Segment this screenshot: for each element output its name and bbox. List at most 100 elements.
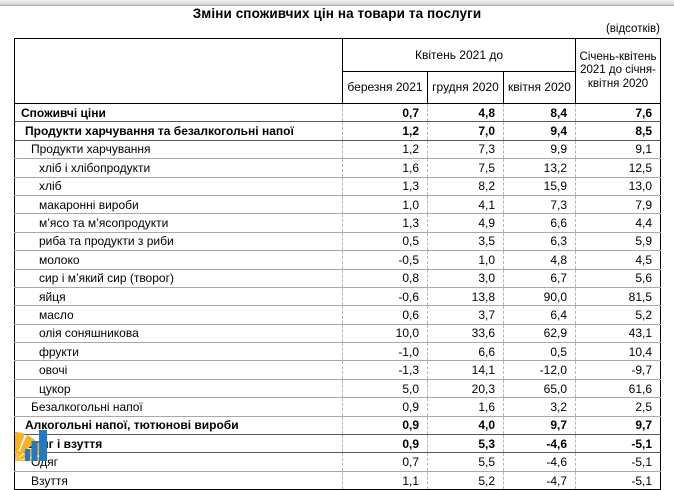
- row-value: 0,5: [342, 232, 428, 252]
- table-row: олія соняшникова 10,0 33,6 62,9 43,1: [14, 324, 661, 344]
- row-label: Одяг: [14, 452, 343, 472]
- row-value: -4,7: [503, 471, 577, 490]
- row-value: 5,6: [575, 269, 661, 288]
- row-value: 4,9: [427, 213, 504, 233]
- row-value: 4,8: [427, 102, 504, 123]
- row-value: 0,7: [342, 452, 428, 472]
- table-row: овочі -1,3 14,1 -12,0 -9,7: [14, 360, 661, 380]
- row-value: 6,7: [503, 269, 577, 288]
- row-value: 14,1: [427, 360, 504, 380]
- header-group-april-2021: Квітень 2021 до: [341, 38, 577, 72]
- row-label: хліб: [14, 177, 343, 196]
- row-label: Продукти харчування та безалкогольні нап…: [14, 121, 343, 141]
- row-value: 20,3: [427, 379, 504, 399]
- units-note: (відсотків): [605, 23, 660, 35]
- row-label: цукор: [14, 379, 343, 399]
- row-value: 9,7: [575, 415, 661, 436]
- row-label: риба та продукти з риби: [14, 232, 343, 252]
- row-value: -4,6: [503, 452, 577, 472]
- row-label: яйця: [14, 287, 343, 307]
- row-value: 4,4: [575, 213, 661, 233]
- row-value: -9,7: [575, 360, 661, 380]
- row-label: Взуття: [14, 471, 343, 490]
- statistics-chart-logo: [15, 430, 47, 461]
- header-april-2020: квітня 2020: [502, 71, 577, 104]
- row-value: 9,4: [503, 121, 577, 141]
- row-value: -5,1: [575, 434, 661, 454]
- table-row: хліб і хлібопродукти 1,6 7,5 13,2 12,5: [14, 158, 661, 178]
- row-value: 33,6: [427, 324, 504, 344]
- row-value: 6,6: [503, 213, 577, 233]
- row-label: Одяг і взуття: [14, 434, 343, 454]
- row-value: 6,6: [427, 342, 504, 362]
- row-value: 4,1: [427, 195, 504, 215]
- row-value: 0,9: [342, 434, 428, 454]
- row-label: овочі: [14, 360, 343, 380]
- row-value: 5,5: [427, 452, 504, 472]
- row-value: 8,4: [503, 102, 577, 123]
- table-header: Квітень 2021 до Січень-квітень 2021 до с…: [14, 38, 662, 104]
- row-value: 65,0: [503, 379, 577, 399]
- table-row: сир і м’який сир (творог) 0,8 3,0 6,7 5,6: [14, 269, 661, 288]
- row-value: -12,0: [503, 360, 577, 380]
- row-value: -0,6: [342, 287, 428, 307]
- row-label: м’ясо та м’ясопродукти: [14, 213, 343, 233]
- table-row: м’ясо та м’ясопродукти 1,3 4,9 6,6 4,4: [14, 213, 661, 233]
- row-label: Споживчі ціни: [14, 102, 343, 123]
- row-value: 8,5: [575, 121, 661, 141]
- table-row: масло 0,6 3,7 6,4 5,2: [14, 305, 661, 325]
- row-value: 5,3: [427, 434, 504, 454]
- row-value: 7,5: [427, 158, 504, 178]
- row-value: 1,2: [342, 140, 428, 160]
- header-empty-cell: [14, 38, 343, 104]
- row-value: 4,0: [427, 415, 504, 436]
- row-value: 1,3: [342, 213, 428, 233]
- table-row: Продукти харчування та безалкогольні нап…: [14, 121, 661, 141]
- row-value: 13,0: [575, 177, 661, 196]
- row-value: 90,0: [503, 287, 577, 307]
- row-value: 1,6: [342, 158, 428, 178]
- row-value: 62,9: [503, 324, 577, 344]
- row-value: -0,5: [342, 250, 428, 270]
- row-value: 12,5: [575, 158, 661, 178]
- row-value: 7,9: [575, 195, 661, 215]
- row-value: -5,1: [575, 452, 661, 472]
- header-march-2021: березня 2021: [342, 71, 428, 104]
- row-value: 9,9: [503, 140, 577, 160]
- row-label: олія соняшникова: [14, 324, 343, 344]
- row-value: 5,2: [427, 471, 504, 490]
- table-row: Безалкогольні напої 0,9 1,6 3,2 2,5: [14, 397, 661, 417]
- row-label: хліб і хлібопродукти: [14, 158, 343, 178]
- row-label: Безалкогольні напої: [14, 397, 343, 417]
- row-value: 3,2: [503, 397, 577, 417]
- row-label: сир і м’який сир (творог): [14, 269, 343, 288]
- row-value: 10,0: [342, 324, 428, 344]
- header-jan-apr-period: Січень-квітень 2021 до січня-квітня 2020: [575, 38, 662, 104]
- row-value: -1,0: [342, 342, 428, 362]
- table-row: молоко -0,5 1,0 4,8 4,5: [14, 250, 661, 270]
- row-value: 15,9: [503, 177, 577, 196]
- row-value: 10,4: [575, 342, 661, 362]
- row-value: 1,3: [342, 177, 428, 196]
- table-row: фрукти -1,0 6,6 0,5 10,4: [14, 342, 661, 362]
- row-value: 1,2: [342, 121, 428, 141]
- table-row: риба та продукти з риби 0,5 3,5 6,3 5,9: [14, 232, 661, 252]
- row-value: 5,0: [342, 379, 428, 399]
- row-value: 0,8: [342, 269, 428, 288]
- table-row: Одяг і взуття 0,9 5,3 -4,6 -5,1: [14, 434, 661, 454]
- row-label: Алкогольні напої, тютюнові вироби: [14, 415, 343, 436]
- price-changes-table: Квітень 2021 до Січень-квітень 2021 до с…: [14, 38, 662, 490]
- row-value: 2,5: [575, 397, 661, 417]
- row-value: 3,0: [427, 269, 504, 288]
- row-value: 9,7: [503, 415, 577, 436]
- row-value: 6,4: [503, 305, 577, 325]
- row-value: 5,9: [575, 232, 661, 252]
- table-row: Алкогольні напої, тютюнові вироби 0,9 4,0 9…: [14, 415, 661, 436]
- row-value: 0,5: [503, 342, 577, 362]
- row-value: 81,5: [575, 287, 661, 307]
- row-value: 3,5: [427, 232, 504, 252]
- row-value: 13,2: [503, 158, 577, 178]
- window-top-edge: [0, 0, 674, 6]
- bar-chart-icon: [25, 430, 47, 461]
- row-label: Продукти харчування: [14, 140, 343, 160]
